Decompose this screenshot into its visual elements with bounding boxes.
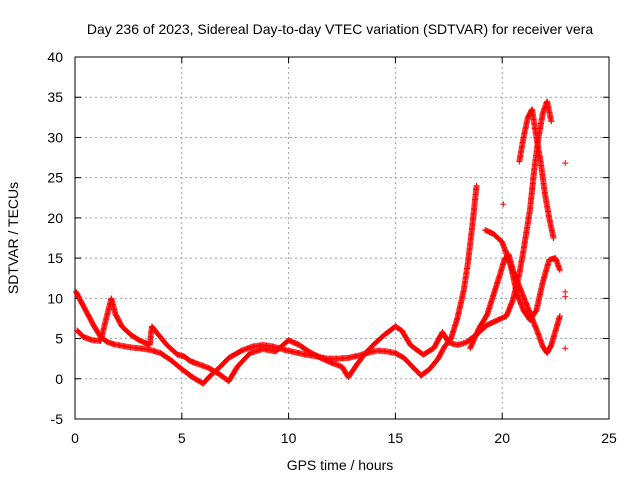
plot-frame [74,56,610,420]
chart-title: Day 236 of 2023, Sidereal Day-to-day VTE… [87,21,593,37]
x-tick-label: 0 [71,430,79,446]
y-tick-label: 20 [47,210,63,226]
y-tick-label: 25 [47,170,63,186]
data-point [548,118,555,125]
y-tick-label: -5 [51,411,64,427]
data-point [562,345,569,352]
y-tick-label: 10 [47,290,63,306]
data-point [556,313,563,320]
x-tick-label: 15 [388,430,404,446]
data-point [473,182,480,189]
data-point [562,160,569,167]
y-tick-label: 5 [55,331,63,347]
y-tick-label: 40 [47,49,63,65]
x-tick-label: 5 [178,430,186,446]
data-points [73,98,569,387]
x-tick-label: 20 [494,430,510,446]
data-point [562,293,569,300]
axis-ticks: 0 5 10 15 20 25 -5 0 5 10 15 20 25 30 35 40 [47,49,617,446]
y-tick-label: 30 [47,129,63,145]
data-point [500,201,507,208]
y-axis-label: SDTVAR / TECUs [5,182,21,294]
x-axis-label: GPS time / hours [287,457,394,473]
y-tick-label: 15 [47,250,63,266]
y-tick-label: 35 [47,89,63,105]
y-tick-label: 0 [55,371,63,387]
x-tick-label: 10 [281,430,297,446]
x-tick-label: 25 [601,430,617,446]
data-point [550,235,557,241]
data-point [556,267,563,274]
